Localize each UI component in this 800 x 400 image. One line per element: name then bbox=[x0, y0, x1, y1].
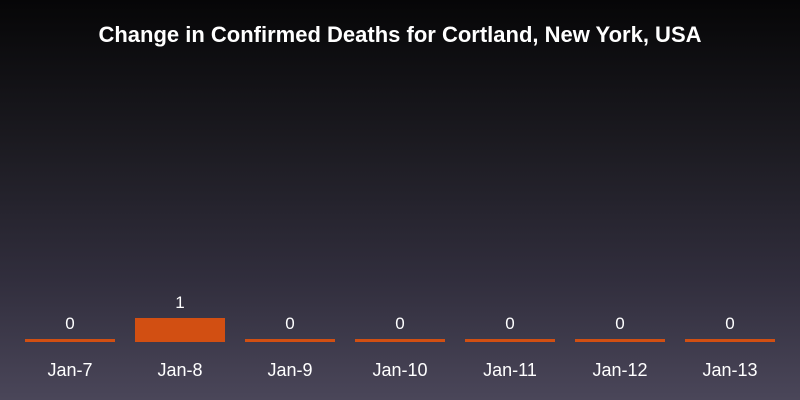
chart-title: Change in Confirmed Deaths for Cortland,… bbox=[98, 22, 702, 47]
x-tick-label-jan-9: Jan-9 bbox=[267, 360, 312, 380]
bar-jan-7 bbox=[25, 339, 115, 342]
bar-jan-11 bbox=[465, 339, 555, 342]
x-tick-label-jan-10: Jan-10 bbox=[372, 360, 427, 380]
data-label-jan-10: 0 bbox=[395, 314, 404, 333]
bar-jan-12 bbox=[575, 339, 665, 342]
x-tick-label-jan-13: Jan-13 bbox=[702, 360, 757, 380]
bar-jan-10 bbox=[355, 339, 445, 342]
x-tick-label-jan-7: Jan-7 bbox=[47, 360, 92, 380]
value-labels-group: 0 1 0 0 0 0 0 bbox=[65, 293, 734, 333]
data-label-jan-9: 0 bbox=[285, 314, 294, 333]
bar-jan-13 bbox=[685, 339, 775, 342]
x-tick-label-jan-8: Jan-8 bbox=[157, 360, 202, 380]
bar-jan-8 bbox=[135, 318, 225, 342]
bar-jan-9 bbox=[245, 339, 335, 342]
data-label-jan-11: 0 bbox=[505, 314, 514, 333]
bars-group bbox=[25, 318, 775, 342]
x-axis-tick-labels: Jan-7 Jan-8 Jan-9 Jan-10 Jan-11 Jan-12 Jan-13 bbox=[47, 360, 757, 380]
data-label-jan-7: 0 bbox=[65, 314, 74, 333]
data-label-jan-13: 0 bbox=[725, 314, 734, 333]
data-label-jan-8: 1 bbox=[175, 293, 184, 312]
data-label-jan-12: 0 bbox=[615, 314, 624, 333]
x-tick-label-jan-11: Jan-11 bbox=[483, 360, 537, 380]
x-tick-label-jan-12: Jan-12 bbox=[592, 360, 647, 380]
